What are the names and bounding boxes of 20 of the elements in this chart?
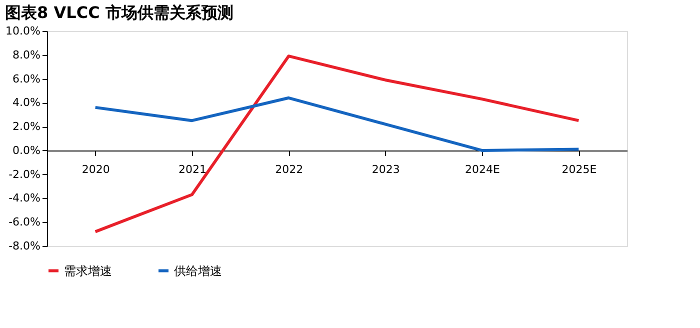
x-tick-label: 2022 bbox=[275, 162, 304, 176]
legend-label: 供给增速 bbox=[174, 264, 222, 278]
y-tick-label: -4.0% bbox=[8, 192, 40, 205]
y-tick-label: 2.0% bbox=[12, 120, 40, 134]
chart-title: 图表8 VLCC 市场供需关系预测 bbox=[5, 3, 234, 22]
y-tick-label: 8.0% bbox=[12, 48, 40, 62]
x-tick-label: 2025E bbox=[562, 162, 597, 176]
y-tick-label: -6.0% bbox=[8, 216, 40, 229]
y-tick-label: -8.0% bbox=[8, 240, 40, 252]
x-tick-label: 2020 bbox=[82, 162, 110, 176]
y-tick-label: 4.0% bbox=[12, 96, 40, 110]
y-tick-label: -2.0% bbox=[8, 168, 40, 181]
line-series bbox=[94, 96, 580, 152]
legend-label: 需求增速 bbox=[64, 264, 112, 278]
y-tick-label: 10.0% bbox=[6, 24, 40, 38]
y-tick-label: 0.0% bbox=[12, 144, 40, 157]
y-tick-label: 6.0% bbox=[12, 72, 40, 86]
x-tick-label: 2024E bbox=[465, 162, 500, 176]
x-tick-label: 2021 bbox=[178, 162, 206, 176]
x-tick-label: 2023 bbox=[372, 162, 400, 176]
